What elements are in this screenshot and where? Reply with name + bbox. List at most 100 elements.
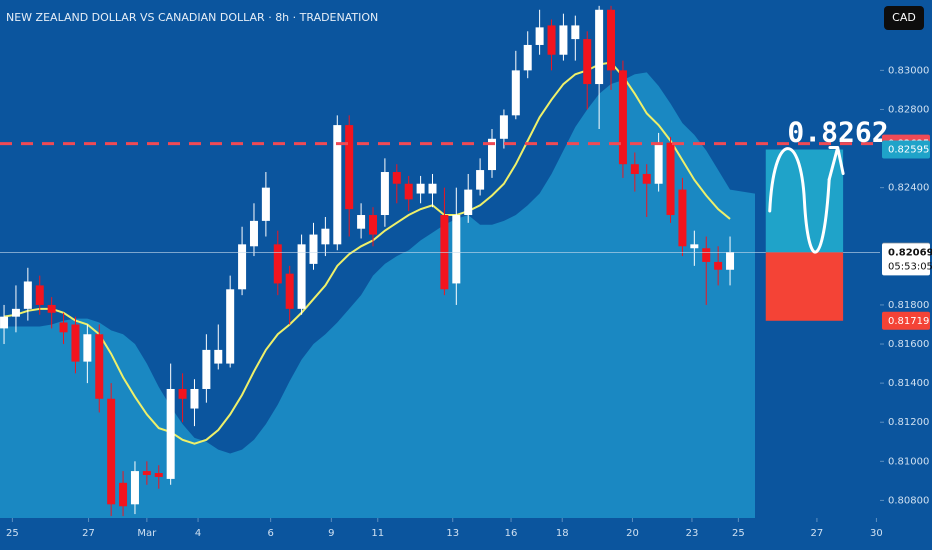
stop-loss-label-bg	[882, 311, 930, 330]
candle-body	[547, 25, 556, 55]
candle-body	[214, 349, 223, 364]
plot-area	[0, 72, 755, 519]
candle-body	[726, 252, 735, 270]
candle-body	[404, 183, 413, 200]
candle-body	[666, 142, 675, 216]
candle-body	[690, 244, 699, 249]
candle-body	[202, 349, 211, 389]
candle-body	[559, 25, 568, 55]
candle-body	[678, 189, 687, 247]
candle-body	[309, 234, 318, 264]
x-tick-label: 9	[328, 528, 334, 539]
stop-zone	[765, 252, 844, 321]
x-tick-label: 25	[6, 528, 19, 539]
y-tick-label: 0.81800	[888, 300, 929, 311]
candle-body	[285, 273, 294, 309]
x-tick-label: 30	[870, 528, 883, 539]
y-tick-label: 0.80800	[888, 495, 929, 506]
x-tick-label: Mar	[137, 528, 157, 539]
candle-body	[166, 388, 175, 479]
x-tick-label: 16	[505, 528, 518, 539]
candle-body	[11, 308, 20, 317]
candle-body	[95, 334, 104, 399]
candle-body	[368, 215, 377, 235]
candle-body	[583, 39, 592, 85]
annotation: 0.8262	[787, 116, 888, 149]
candle-body	[416, 183, 425, 194]
x-tick-label: 27	[811, 528, 824, 539]
candle-body	[642, 173, 651, 184]
candle-body	[178, 388, 187, 399]
candle-body	[119, 482, 128, 507]
candle-body	[345, 125, 354, 210]
y-tick-label: 0.82800	[888, 104, 929, 115]
candle-body	[35, 285, 44, 305]
candle-body	[273, 244, 282, 284]
candle-body	[249, 220, 258, 247]
candle-body	[488, 138, 497, 171]
current-price-bg	[882, 243, 930, 276]
y-tick-label: 0.81400	[888, 378, 929, 389]
candle-body	[71, 324, 80, 362]
x-tick-label: 20	[626, 528, 639, 539]
current-price-label: 0.82069	[888, 247, 932, 258]
candle-body	[535, 27, 544, 45]
candle-body	[226, 289, 235, 364]
candle-body	[190, 388, 199, 409]
candle-body	[714, 261, 723, 270]
candle-body	[0, 316, 9, 329]
candle-body	[630, 164, 639, 174]
y-tick-label: 0.83000	[888, 65, 929, 76]
candle-body	[47, 304, 56, 313]
candle-body	[321, 228, 330, 245]
candle-body	[83, 334, 92, 362]
candle-body	[154, 473, 163, 477]
x-tick-label: 6	[267, 528, 273, 539]
x-tick-label: 25	[732, 528, 745, 539]
candle-body	[499, 115, 508, 139]
candle-body	[618, 70, 627, 165]
candle-body	[142, 471, 151, 475]
candle-body	[238, 244, 247, 290]
take-profit-label-bg	[882, 140, 930, 159]
x-tick-label: 27	[82, 528, 95, 539]
forecast-arrow	[827, 146, 845, 182]
candle-body	[571, 25, 580, 40]
candle-body	[107, 398, 116, 505]
candle-body	[476, 170, 485, 190]
candle-body	[523, 44, 532, 71]
area-band	[0, 72, 755, 519]
candle-body	[595, 9, 604, 85]
take-profit-label: 0.82595	[888, 145, 929, 156]
y-tick-label: 0.81000	[888, 456, 929, 467]
x-tick-label: 13	[446, 528, 459, 539]
candle-body	[23, 281, 32, 309]
candle-body	[380, 172, 389, 216]
candle-body	[702, 248, 711, 262]
y-tick-label: 0.81600	[888, 339, 929, 350]
x-tick-label: 18	[556, 528, 569, 539]
candle-body	[59, 322, 68, 333]
countdown: 05:53:05	[888, 261, 932, 272]
candle-body	[333, 125, 342, 245]
candle-body	[428, 183, 437, 194]
candle-body	[261, 187, 270, 221]
candle-body	[511, 70, 520, 116]
candle-body	[392, 172, 401, 184]
candle-body	[130, 471, 139, 505]
currency-button-label[interactable]: CAD	[892, 11, 916, 24]
chart-title: NEW ZEALAND DOLLAR VS CANADIAN DOLLAR · …	[6, 11, 378, 24]
y-tick-label: 0.82400	[888, 183, 929, 194]
currency-button[interactable]	[884, 6, 924, 30]
candle-body	[297, 244, 306, 309]
candle-body	[452, 215, 461, 284]
candle-body	[464, 189, 473, 216]
candle-body	[654, 142, 663, 184]
x-tick-label: 4	[195, 528, 201, 539]
candle-body	[607, 9, 616, 71]
candle-body	[357, 215, 366, 229]
x-tick-label: 23	[686, 528, 699, 539]
stop-loss-label: 0.81719	[888, 316, 929, 327]
